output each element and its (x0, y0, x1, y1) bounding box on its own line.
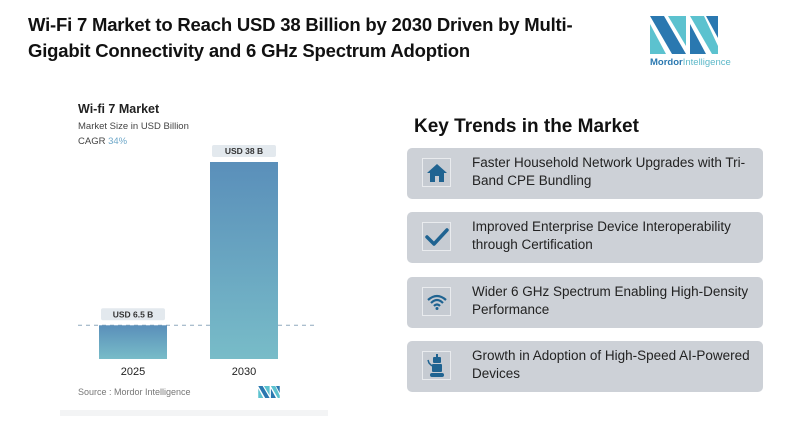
bar-chart: USD 6.5 B 2025 USD 38 B 2030 (78, 145, 314, 378)
chart-cagr: CAGR 34% (78, 136, 127, 147)
logo-mark-icon (650, 16, 718, 54)
chart-source: Source : Mordor Intelligence (78, 387, 191, 397)
chart-subtitle: Market Size in USD Billion (78, 121, 189, 132)
x-tick-label: 2025 (121, 366, 145, 378)
trend-card: Faster Household Network Upgrades with T… (407, 148, 763, 199)
checkmark-icon (422, 222, 451, 251)
data-label: USD 38 B (225, 146, 263, 156)
trend-text: Faster Household Network Upgrades with T… (472, 155, 746, 188)
trend-card: Improved Enterprise Device Interoperabil… (407, 212, 763, 263)
key-trends-title: Key Trends in the Market (414, 116, 639, 137)
trend-card: Wider 6 GHz Spectrum Enabling High-Densi… (407, 277, 763, 328)
logo-text: MordorIntelligence (650, 57, 736, 68)
mini-logo-icon (258, 386, 280, 398)
trend-text: Wider 6 GHz Spectrum Enabling High-Densi… (472, 284, 749, 317)
mordor-intelligence-logo: MordorIntelligence (650, 16, 731, 72)
data-label-bg (212, 145, 276, 157)
headline: Wi-Fi 7 Market to Reach USD 38 Billion b… (28, 14, 573, 61)
x-tick-label: 2030 (232, 366, 256, 378)
robot-icon (422, 351, 451, 380)
trend-text: Improved Enterprise Device Interoperabil… (472, 219, 731, 252)
cagr-value: 34% (108, 136, 128, 147)
bar-2030 (210, 162, 278, 359)
cagr-label: CAGR (78, 136, 106, 147)
chart-title: Wi-fi 7 Market (78, 102, 160, 116)
trend-card: Growth in Adoption of High-Speed AI-Powe… (407, 341, 763, 392)
data-label: USD 6.5 B (113, 309, 154, 319)
data-label-bg (101, 308, 165, 321)
home-icon (422, 158, 451, 187)
chart-panel: Wi-fi 7 Market Market Size in USD Billio… (60, 92, 328, 416)
wifi-icon (422, 287, 451, 316)
trend-text: Growth in Adoption of High-Speed AI-Powe… (472, 348, 750, 381)
logo-word-mordor: Mordor (650, 57, 683, 68)
logo-word-intelligence: Intelligence (682, 57, 731, 68)
bar-2025 (99, 325, 167, 359)
